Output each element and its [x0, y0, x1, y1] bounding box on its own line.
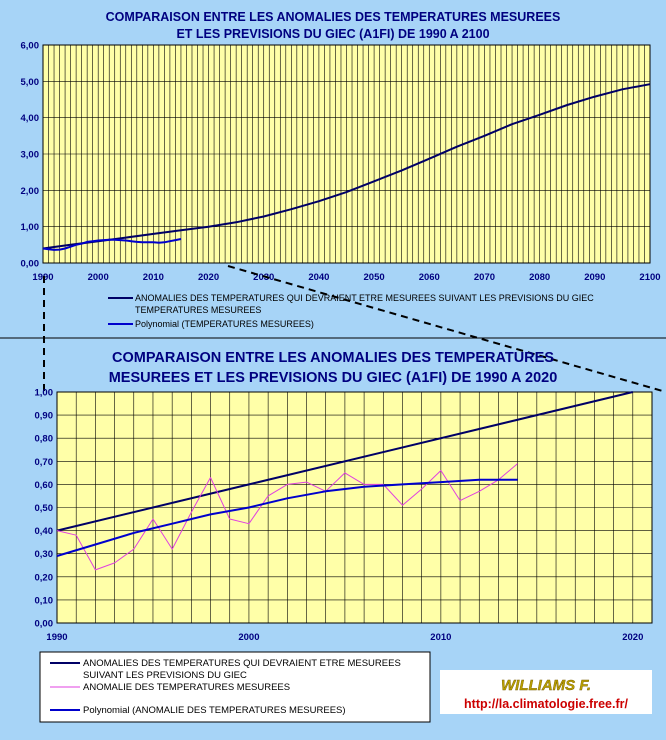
chart1-y-tick-label: 0,00 [21, 259, 40, 270]
chart1-x-tick-label: 2070 [474, 272, 495, 283]
chart1-legend-label-projection: ANOMALIES DES TEMPERATURES QUI DEVRAIENT… [135, 293, 594, 303]
chart1-x-tick-label: 2020 [198, 272, 219, 283]
chart1-grid [42, 44, 651, 264]
chart1-title-line1: COMPARAISON ENTRE LES ANOMALIES DES TEMP… [106, 10, 561, 24]
chart2-y-tick-label: 0,80 [35, 434, 54, 445]
chart2-y-tick-label: 0,70 [35, 457, 54, 468]
chart2-x-tick-label: 2020 [622, 632, 643, 643]
chart1-y-tick-label: 5,00 [21, 77, 40, 88]
chart1-x-tick-label: 2010 [143, 272, 164, 283]
chart1-x-tick-label: 2100 [639, 272, 660, 283]
credit-badge: WILLIAMS F. http://la.climatologie.free.… [440, 670, 652, 714]
chart2-y-tick-label: 0,00 [35, 619, 54, 630]
chart1-series-projection [42, 83, 651, 250]
chart2-legend: ANOMALIES DES TEMPERATURES QUI DEVRAIENT… [39, 651, 431, 723]
chart2-legend-label-polynomial: Polynomial (ANOMALIE DES TEMPERATURES ME… [83, 705, 346, 716]
chart1-y-tick-label: 4,00 [21, 113, 40, 124]
chart1-y-tick-label: 1,00 [21, 222, 40, 233]
chart1-legend-label-measured: TEMPERATURES MESUREES [135, 305, 261, 315]
chart2-x-tick-label: 1990 [46, 632, 67, 643]
chart2-y-tick-label: 0,60 [35, 480, 54, 491]
chart1-x-tick-label: 2000 [88, 272, 109, 283]
chart2-series-projection [56, 391, 634, 532]
chart2-y-tick-label: 0,20 [35, 572, 54, 583]
chart2-legend-label-projection-line1: ANOMALIES DES TEMPERATURES QUI DEVRAIENT… [83, 658, 401, 669]
chart2-y-tick-label: 0,10 [35, 595, 54, 606]
chart2-series-polynomial [56, 478, 518, 557]
chart2-plot: 0,00 0,10 0,20 0,30 0,40 0,50 0,60 0,70 0,80 0,90… [35, 388, 653, 643]
credit-author: WILLIAMS F. [501, 677, 591, 694]
chart2-grid [56, 391, 653, 624]
chart2-legend-box [39, 651, 431, 723]
chart2-x-ticks: 1990 2000 2010 2020 [46, 632, 643, 643]
chart2-title-line2: MESUREES ET LES PREVISIONS DU GIEC (A1FI… [109, 370, 558, 386]
chart2-series-layer [56, 391, 634, 571]
chart1-y-ticks: 0,00 1,00 2,00 3,00 4,00 5,00 6,00 [21, 41, 40, 270]
credit-box [440, 670, 652, 714]
chart2-x-tick-label: 2010 [430, 632, 451, 643]
chart1-series-polynomial [42, 238, 182, 251]
chart2-y-tick-label: 0,30 [35, 549, 54, 560]
chart1-y-tick-label: 3,00 [21, 150, 40, 161]
chart1-x-tick-label: 2060 [419, 272, 440, 283]
zoom-connector-right [227, 265, 666, 393]
chart1-plot: 0,001,002,003,004,005,006,00 19902000201… [21, 41, 661, 284]
chart2-y-tick-label: 0,90 [35, 411, 54, 422]
chart1-y-tick-label: 2,00 [21, 186, 40, 197]
chart2-y-tick-label: 0,40 [35, 526, 54, 537]
credit-url: http://la.climatologie.free.fr/ [464, 697, 628, 711]
chart2-legend-label-measured: ANOMALIE DES TEMPERATURES MESUREES [83, 682, 290, 693]
chart1-series-layer [42, 83, 651, 251]
chart1-x-tick-label: 2090 [584, 272, 605, 283]
chart2-y-ticks: 0,00 0,10 0,20 0,30 0,40 0,50 0,60 0,70 0,80 0,90… [35, 388, 54, 630]
chart1-x-tick-label: 2050 [364, 272, 385, 283]
chart1-y-tick-label: 6,00 [21, 41, 40, 52]
chart2-legend-label-projection-line2: SUIVANT LES PREVISIONS DU GIEC [83, 670, 247, 681]
chart1-legend: ANOMALIES DES TEMPERATURES QUI DEVRAIENT… [108, 293, 594, 329]
chart2-title-line1: COMPARAISON ENTRE LES ANOMALIES DES TEMP… [112, 350, 554, 366]
chart1-legend-label-polynomial: Polynomial (TEMPERATURES MESUREES) [135, 319, 314, 329]
chart1-x-tick-label: 2030 [253, 272, 274, 283]
chart1-x-tick-label: 2080 [529, 272, 550, 283]
chart2-x-tick-label: 2000 [238, 632, 259, 643]
chart1-title-line2: ET LES PREVISIONS DU GIEC (A1FI) DE 1990… [176, 27, 489, 41]
chart2-y-tick-label: 0,50 [35, 503, 54, 514]
chart2-series-measured [56, 463, 518, 571]
chart1-x-tick-label: 2040 [308, 272, 329, 283]
chart2-y-tick-label: 1,00 [35, 388, 54, 399]
